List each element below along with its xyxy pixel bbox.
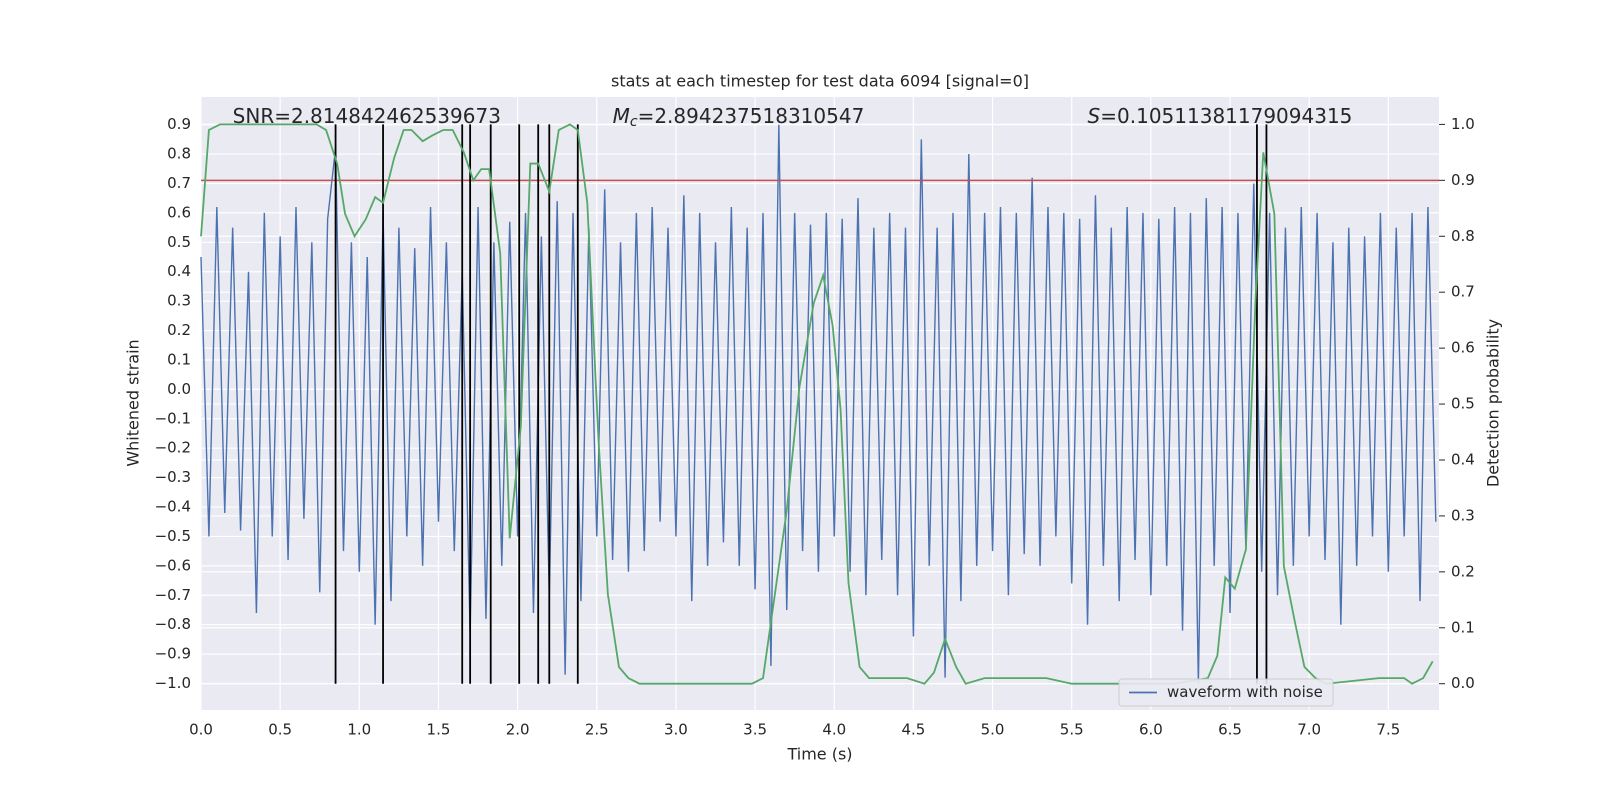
- x-tick-label: 4.0: [822, 721, 846, 739]
- y2-tick-label: 0.1: [1451, 618, 1475, 636]
- x-tick-label: 3.0: [664, 721, 688, 739]
- legend-label: waveform with noise: [1167, 683, 1323, 701]
- legend-box: [1118, 678, 1334, 707]
- annotation: S=0.10511381179094315: [1088, 104, 1353, 128]
- y2-tick-label: 0.9: [1451, 171, 1475, 189]
- y-tick-label: 0.1: [167, 350, 191, 368]
- x-tick-label: 7.5: [1376, 721, 1400, 739]
- y2-tick-label: 0.3: [1451, 506, 1475, 524]
- chart-title: stats at each timestep for test data 609…: [611, 72, 1029, 91]
- probability-line: [200, 123, 1434, 685]
- annotation: SNR=2.814842462539673: [233, 104, 501, 128]
- y-tick-label: 0.7: [167, 174, 191, 192]
- x-tick-label: 6.5: [1218, 721, 1242, 739]
- x-tick-label: 1.5: [427, 721, 451, 739]
- annotation-text: =2.894237518310547: [638, 104, 865, 128]
- y-tick-label: 0.4: [167, 262, 191, 280]
- x-tick-label: 2.0: [506, 721, 530, 739]
- x-tick-label: 5.0: [981, 721, 1005, 739]
- y-tick-label: −0.7: [155, 586, 191, 604]
- annotation: Mc=2.894237518310547: [613, 104, 865, 131]
- y-tick-label: −0.5: [155, 527, 191, 545]
- annotation-symbol: M: [613, 104, 630, 128]
- y2-tick-label: 0.0: [1451, 674, 1475, 692]
- y-tick-label: −0.4: [155, 498, 191, 516]
- y2-tick-label: 0.7: [1451, 283, 1475, 301]
- y2-tick-label: 1.0: [1451, 115, 1475, 133]
- y-tick-label: 0.3: [167, 292, 191, 310]
- y-tick-label: 0.5: [167, 233, 191, 251]
- y-tick-label: −0.3: [155, 468, 191, 486]
- y2-tick-label: 0.8: [1451, 227, 1475, 245]
- x-tick-label: 5.5: [1060, 721, 1084, 739]
- y-tick-label: −1.0: [155, 674, 191, 692]
- x-tick-label: 0.5: [268, 721, 292, 739]
- y-tick-label: −0.1: [155, 409, 191, 427]
- x-tick-label: 4.5: [901, 721, 925, 739]
- marks: [200, 123, 1439, 685]
- waveform-line: [200, 124, 1437, 684]
- annotation-symbol: S: [1088, 104, 1101, 128]
- y-tick-label: 0.9: [167, 115, 191, 133]
- x-tick-label: 1.0: [347, 721, 371, 739]
- y2-tick-label: 0.5: [1451, 395, 1475, 413]
- y2-tick-label: 0.2: [1451, 562, 1475, 580]
- y-tick-label: −0.8: [155, 615, 191, 633]
- y-tick-label: 0.6: [167, 203, 191, 221]
- y-tick-label: −0.9: [155, 645, 191, 663]
- x-tick-label: 2.5: [585, 721, 609, 739]
- y2-axis-label: Detection probability: [1484, 319, 1503, 487]
- x-tick-label: 0.0: [189, 721, 213, 739]
- x-tick-label: 6.0: [1139, 721, 1163, 739]
- legend: waveform with noise: [1118, 678, 1334, 707]
- y-tick-label: −0.2: [155, 439, 191, 457]
- x-tick-label: 7.0: [1297, 721, 1321, 739]
- x-tick-label: 3.5: [743, 721, 767, 739]
- y2-tick-label: 0.4: [1451, 450, 1475, 468]
- annotation-text: =0.10511381179094315: [1100, 104, 1352, 128]
- x-axis-label: Time (s): [786, 745, 852, 764]
- y-tick-label: −0.6: [155, 556, 191, 574]
- annotation-text: SNR=2.814842462539673: [233, 104, 501, 128]
- y-tick-label: 0.2: [167, 321, 191, 339]
- annotation-subscript: c: [630, 114, 638, 130]
- y-tick-label: 0.8: [167, 145, 191, 163]
- y-axis-label: Whitened strain: [124, 339, 143, 466]
- y2-tick-label: 0.6: [1451, 339, 1475, 357]
- y-tick-label: 0.0: [167, 380, 191, 398]
